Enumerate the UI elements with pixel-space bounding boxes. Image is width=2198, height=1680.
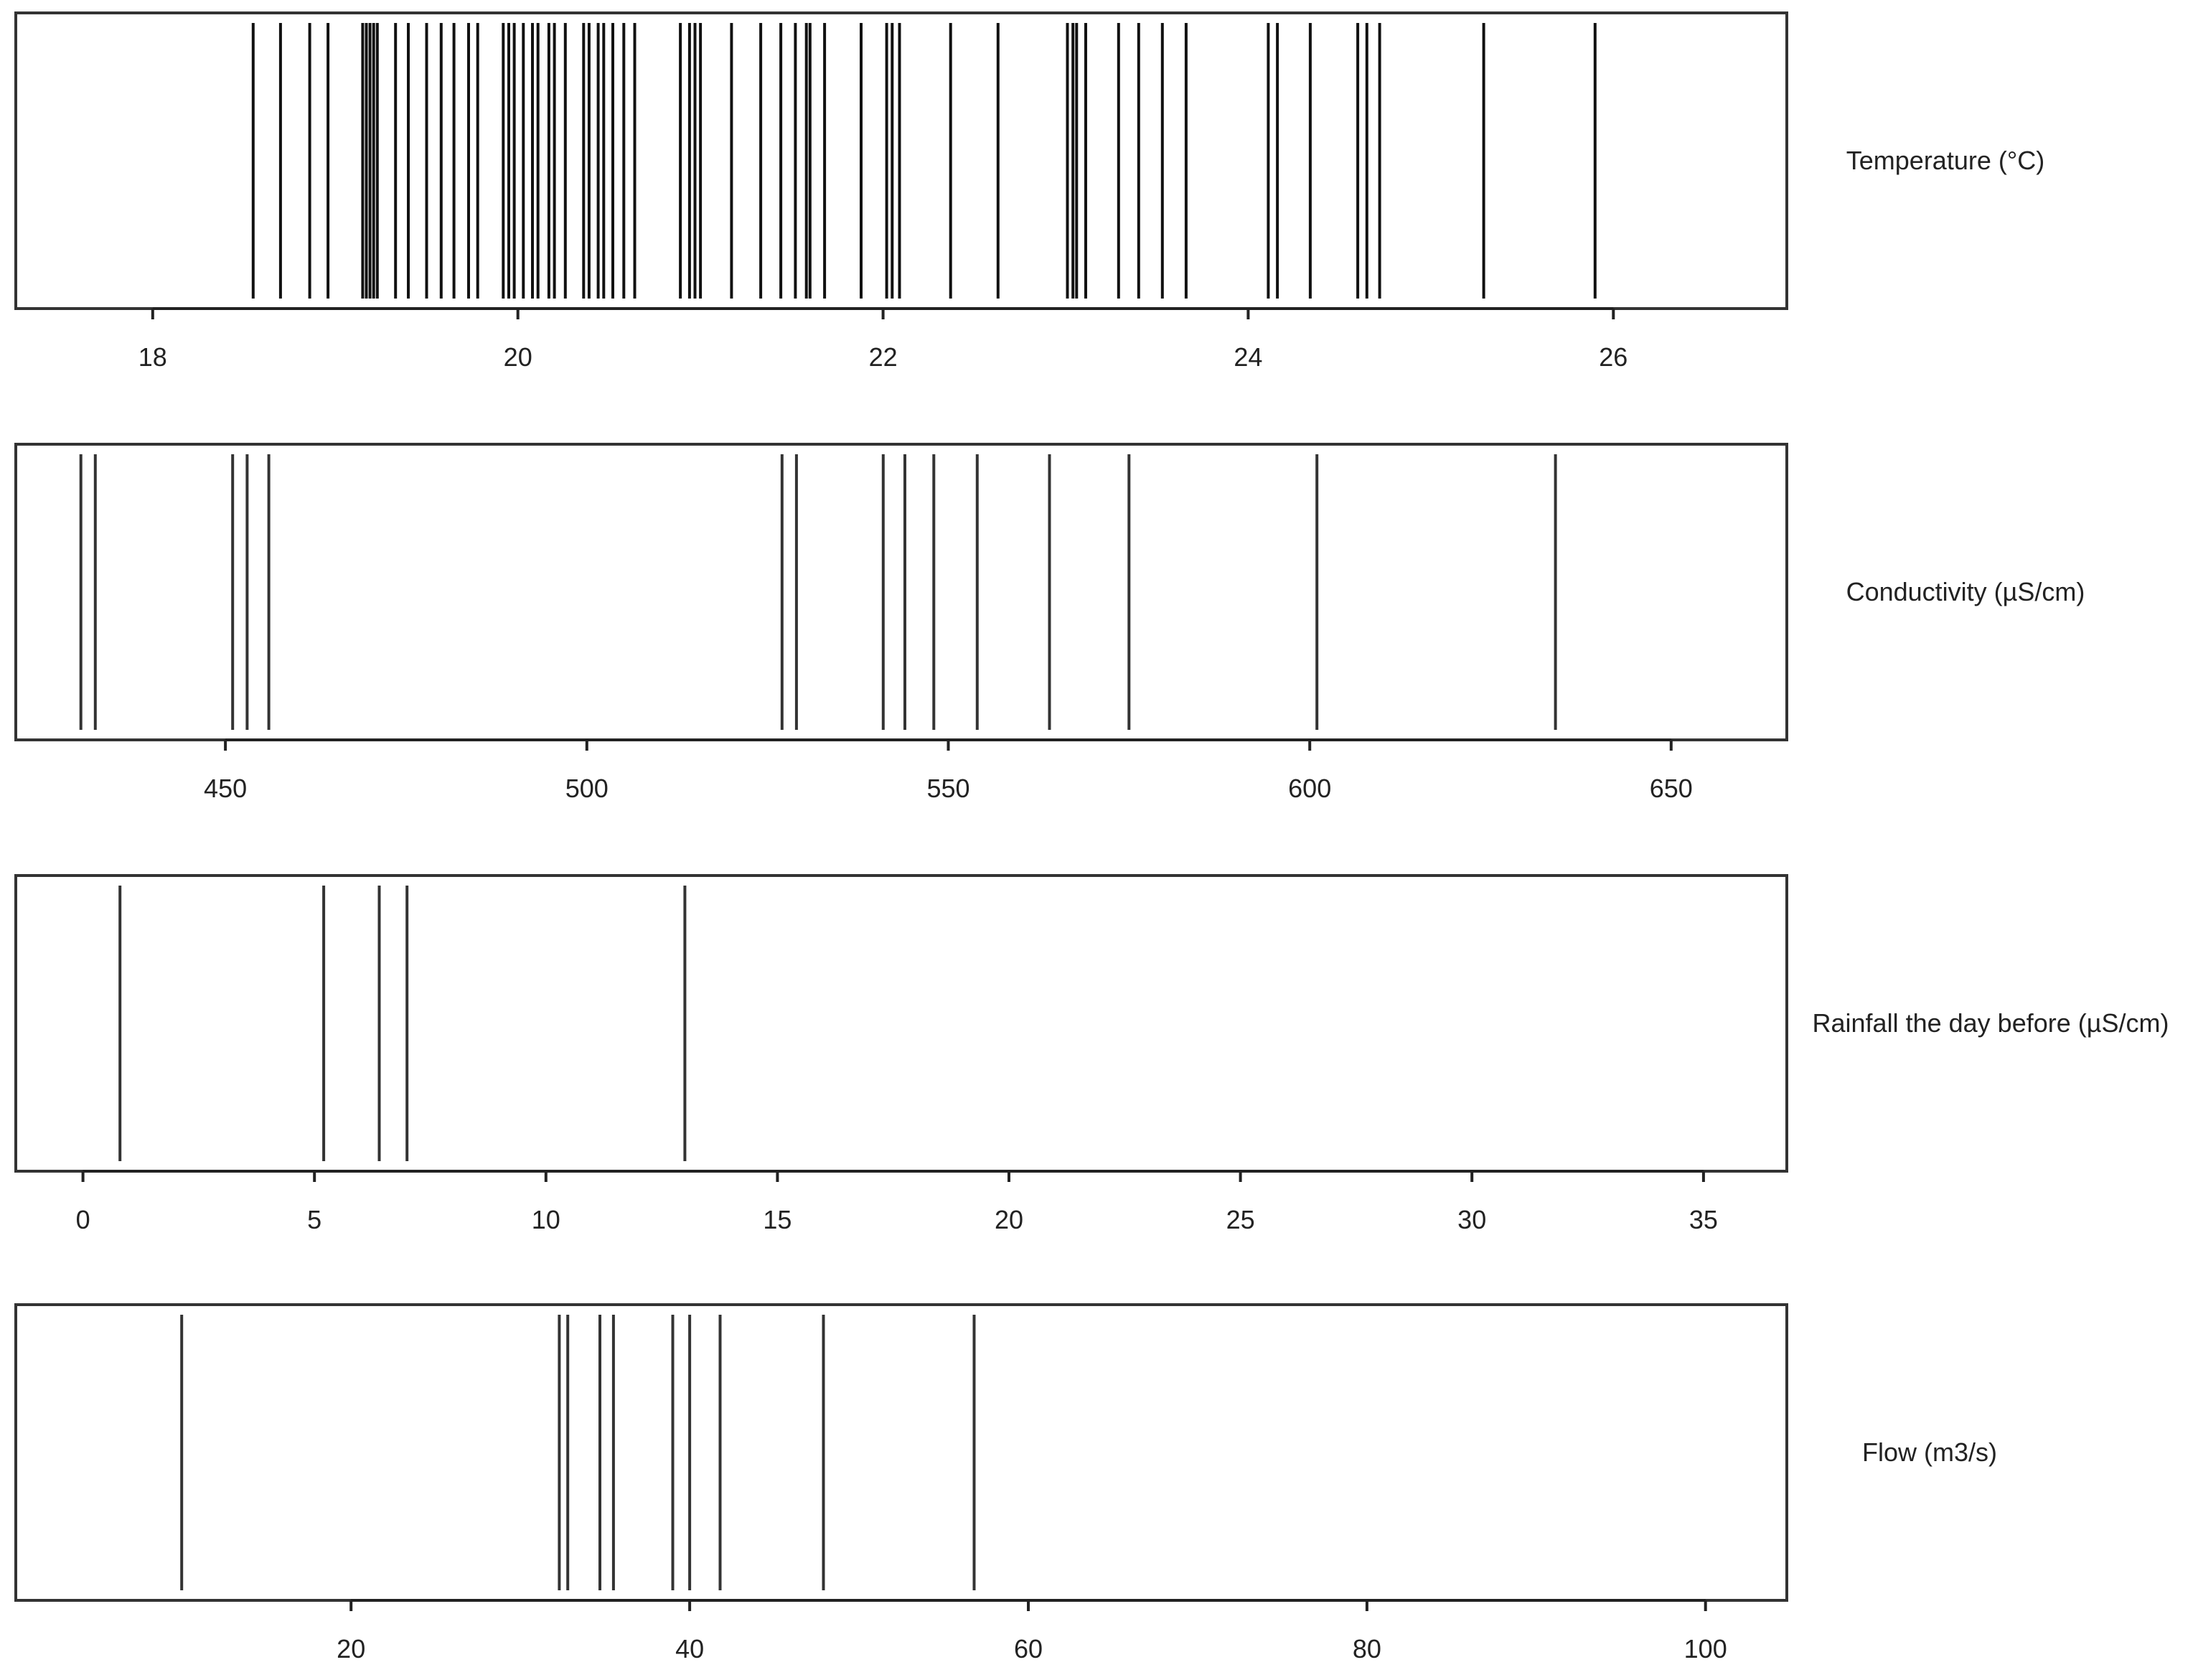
x-tick-label: 35 xyxy=(1689,1205,1718,1234)
x-tick-label: 20 xyxy=(337,1634,365,1663)
variable-label: Temperature (°C) xyxy=(1846,146,2044,175)
x-tick-label: 450 xyxy=(204,774,247,803)
panel-frame xyxy=(14,1303,1788,1602)
x-tick-label: 22 xyxy=(869,342,898,372)
panel-conductivity-s-cm: 450 500 550 600 650 Conductivity (µS/cm) xyxy=(14,443,2085,803)
x-tick-label: 20 xyxy=(504,342,532,372)
x-tick-label: 600 xyxy=(1288,774,1331,803)
x-tick-label: 80 xyxy=(1353,1634,1381,1663)
x-tick-label: 5 xyxy=(307,1205,321,1234)
x-tick-label: 550 xyxy=(926,774,969,803)
panel-flow-m3-s: 20 40 60 80 100 Flow (m3/s) xyxy=(14,1303,1997,1663)
x-tick-label: 20 xyxy=(995,1205,1023,1234)
x-tick-label: 100 xyxy=(1684,1634,1727,1663)
x-tick-label: 650 xyxy=(1650,774,1693,803)
variable-label: Flow (m3/s) xyxy=(1862,1437,1997,1467)
x-tick-label: 60 xyxy=(1014,1634,1043,1663)
x-tick-label: 18 xyxy=(138,342,167,372)
panel-temperature-c: 18 20 22 24 26 Temperature (°C) xyxy=(14,11,2044,372)
variable-label: Rainfall the day before (µS/cm) xyxy=(1813,1008,2169,1038)
x-tick-label: 24 xyxy=(1234,342,1262,372)
x-tick-label: 0 xyxy=(76,1205,90,1234)
panel-rainfall-the-day-before-s-cm: 0 5 10 15 20 25 30 35 Rainfall the day before (µ… xyxy=(14,874,2169,1234)
x-tick-label: 30 xyxy=(1457,1205,1486,1234)
x-tick-label: 40 xyxy=(675,1634,704,1663)
panel-frame xyxy=(14,874,1788,1173)
x-tick-label: 500 xyxy=(565,774,609,803)
variable-label: Conductivity (µS/cm) xyxy=(1846,577,2085,606)
panel-frame xyxy=(14,443,1788,741)
x-tick-label: 26 xyxy=(1599,342,1628,372)
x-tick-label: 15 xyxy=(763,1205,792,1234)
x-tick-label: 10 xyxy=(532,1205,560,1234)
x-tick-label: 25 xyxy=(1226,1205,1255,1234)
